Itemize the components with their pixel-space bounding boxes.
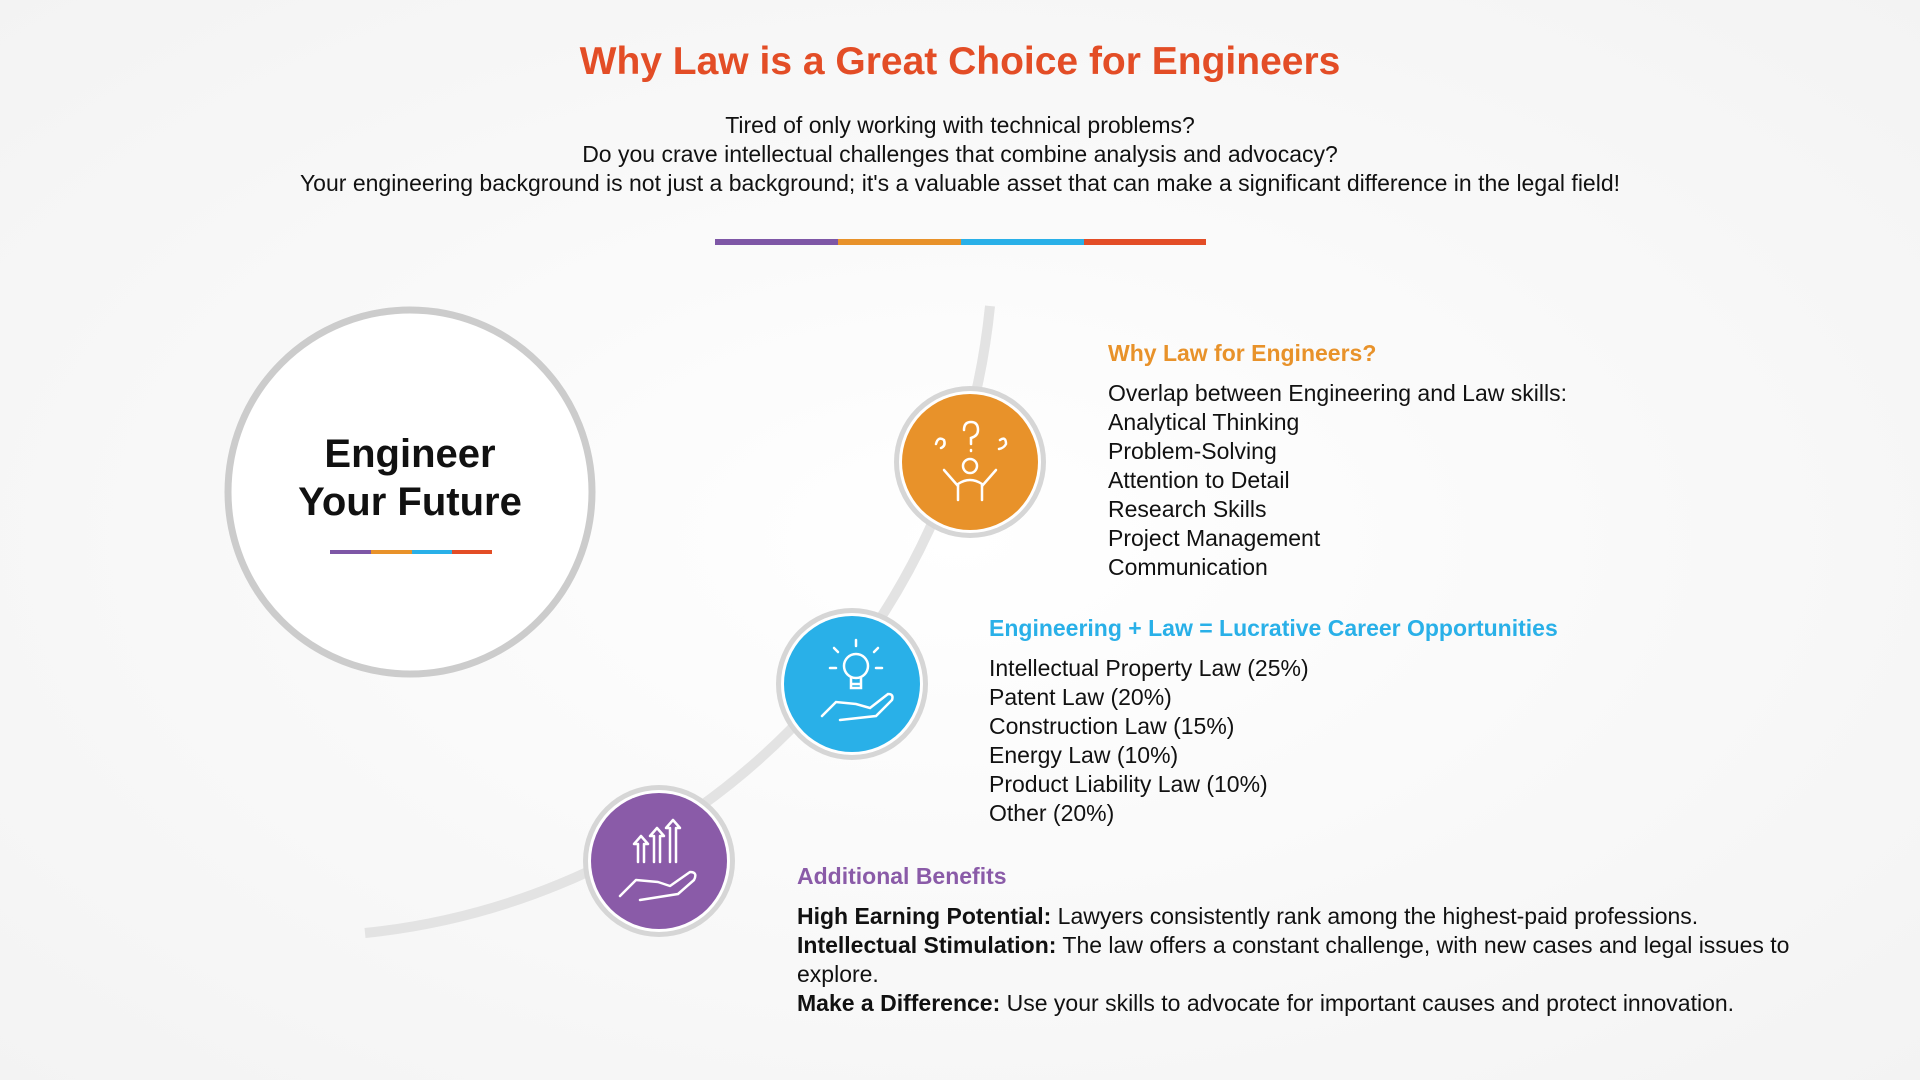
bar-red xyxy=(452,550,492,554)
list-item: Research Skills xyxy=(1108,496,1267,522)
center-text: Engineer xyxy=(324,432,496,476)
section: Engineering + Law = Lucrative Career Opp… xyxy=(989,615,1558,828)
section-heading: Why Law for Engineers? xyxy=(1108,340,1377,366)
icon-purple xyxy=(583,785,735,937)
list-item: Intellectual Stimulation: The law offers… xyxy=(797,931,1807,989)
icon-bulb-hand xyxy=(820,638,894,722)
item-label: High Earning Potential: xyxy=(797,903,1052,929)
bar-orange xyxy=(371,550,412,554)
item-text: Lawyers consistently rank among the high… xyxy=(1057,903,1699,929)
list-item: Communication xyxy=(1108,554,1268,580)
item-text: Use your skills to advocate for importan… xyxy=(1006,990,1735,1016)
bar-purple xyxy=(330,550,371,554)
icon-bg xyxy=(902,394,1038,530)
list-item: Problem-Solving xyxy=(1108,438,1277,464)
list-item: Patent Law (20%) xyxy=(989,684,1172,710)
list-item: Project Management xyxy=(1108,525,1321,551)
small-color-bar xyxy=(330,550,492,554)
item-label: Intellectual Stimulation: xyxy=(797,932,1057,958)
icon-person xyxy=(934,420,1008,502)
title: Why Law is a Great Choice for Engineers xyxy=(579,40,1341,83)
bar-blue xyxy=(412,550,452,554)
bar-orange xyxy=(838,239,961,245)
section-heading: Additional Benefits xyxy=(797,863,1007,889)
bar-blue xyxy=(961,239,1084,245)
big-circle xyxy=(224,306,596,678)
subtitle-line: Tired of only working with technical pro… xyxy=(725,112,1195,138)
section: Additional Benefits High Earning Potenti… xyxy=(797,863,1807,1018)
item-label: Make a Difference: xyxy=(797,990,1001,1016)
bar-red xyxy=(1084,239,1206,245)
top-color-bar xyxy=(715,239,1206,245)
item-text: The law offers a constant challenge, wit… xyxy=(797,932,1790,987)
subtitle-line: Your engineering background is not just … xyxy=(299,170,1621,196)
section: Why Law for Engineers? Overlap between E… xyxy=(1108,340,1567,582)
icon-growth-hand xyxy=(618,818,697,902)
center-text: Your Future xyxy=(298,480,522,524)
subtitle: Tired of only working with technical pro… xyxy=(0,111,1920,198)
list-item: Construction Law (15%) xyxy=(989,713,1235,739)
list-item: Other (20%) xyxy=(989,800,1115,826)
section-heading: Engineering + Law = Lucrative Career Opp… xyxy=(989,615,1558,641)
subtitle-line: Do you crave intellectual challenges tha… xyxy=(582,141,1338,167)
list-item: High Earning Potential: Lawyers consiste… xyxy=(797,902,1807,931)
icon-blue xyxy=(776,608,928,760)
list-item: Energy Law (10%) xyxy=(989,742,1179,768)
list-item: Product Liability Law (10%) xyxy=(989,771,1268,797)
list-item: Attention to Detail xyxy=(1108,467,1290,493)
list-item: Analytical Thinking xyxy=(1108,409,1300,435)
list-item: Overlap between Engineering and Law skil… xyxy=(1108,380,1567,406)
bar-purple xyxy=(715,239,838,245)
list-item: Make a Difference: Use your skills to ad… xyxy=(797,989,1807,1018)
icon-orange xyxy=(894,386,1046,538)
list-item: Intellectual Property Law (25%) xyxy=(989,655,1309,681)
